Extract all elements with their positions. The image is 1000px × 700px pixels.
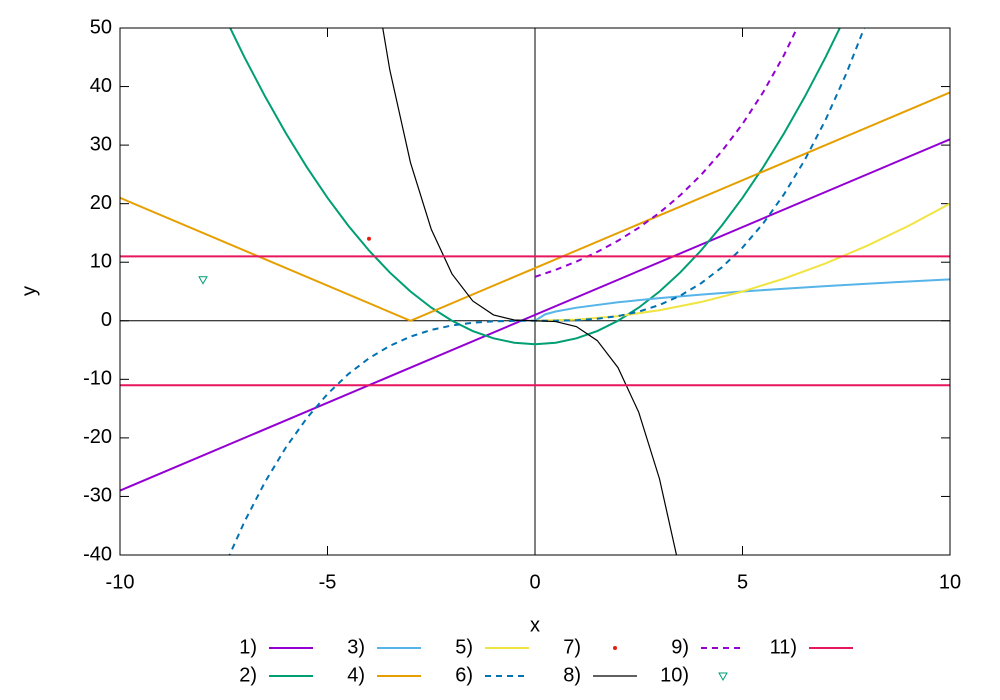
series-line <box>382 28 678 555</box>
y-tick-label: -10 <box>83 368 112 390</box>
legend-label: 4) <box>347 664 365 686</box>
point <box>367 236 371 241</box>
x-tick-label: 5 <box>737 571 748 593</box>
legend-label: 6) <box>455 664 473 686</box>
series-line <box>534 28 799 278</box>
point <box>198 276 208 285</box>
plot-border <box>119 27 951 556</box>
series-line <box>120 91 950 322</box>
legend-label: 2) <box>239 664 257 686</box>
series-line <box>534 202 950 322</box>
y-tick-label: 10 <box>90 251 112 273</box>
point <box>718 672 728 682</box>
series-line <box>534 278 950 322</box>
y-tick-label: 0 <box>101 309 112 331</box>
legend-label: 5) <box>455 636 473 658</box>
legend-label: 8) <box>563 664 581 686</box>
x-tick-label: 10 <box>939 571 961 593</box>
y-tick-label: 30 <box>90 133 112 155</box>
point <box>613 646 617 650</box>
series-line <box>229 28 841 346</box>
series-line <box>120 255 950 387</box>
legend-label: 3) <box>347 636 365 658</box>
y-tick-label: 40 <box>90 75 112 97</box>
x-tick-label: -5 <box>319 571 337 593</box>
x-tick-label: -10 <box>106 571 135 593</box>
y-tick-label: -40 <box>83 543 112 565</box>
series-line <box>120 138 950 492</box>
y-axis-label: y <box>18 286 40 296</box>
legend-label: 1) <box>239 636 257 658</box>
x-tick-label: 0 <box>529 571 540 593</box>
y-tick-label: 50 <box>90 16 112 38</box>
y-tick-label: -20 <box>83 426 112 448</box>
y-tick-label: -30 <box>83 485 112 507</box>
legend-label: 7) <box>563 636 581 658</box>
legend-label: 9) <box>671 636 689 658</box>
legend-label: 11) <box>770 636 797 658</box>
plot-area <box>120 28 950 555</box>
y-tick-label: 20 <box>90 192 112 214</box>
legend-label: 10) <box>660 664 689 686</box>
x-axis-label: x <box>530 614 540 636</box>
